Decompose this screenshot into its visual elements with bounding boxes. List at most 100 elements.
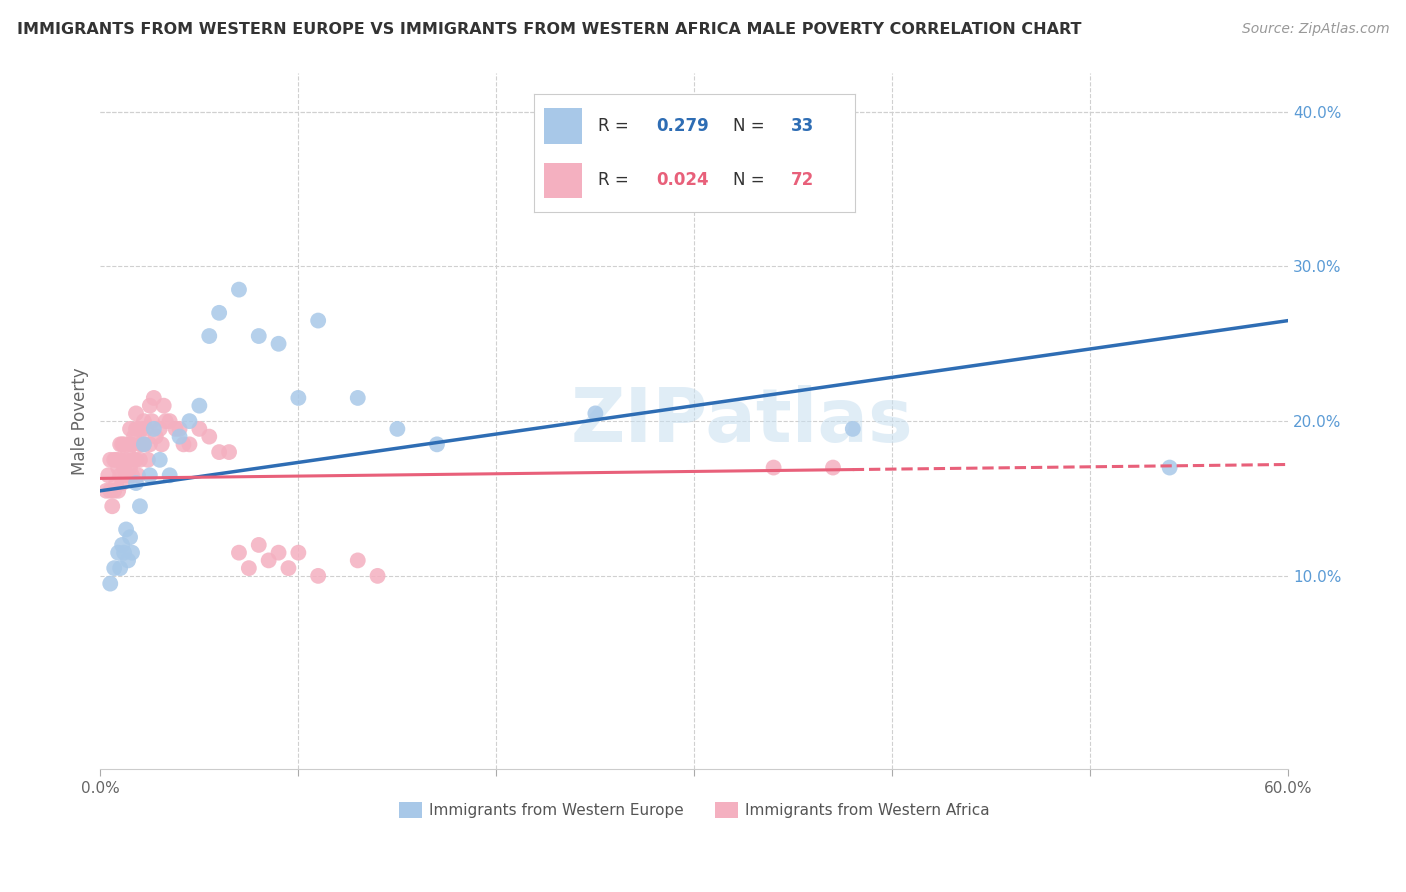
- Point: [98, 576, 121, 591]
- Point: [169, 422, 191, 436]
- Point: [173, 437, 195, 451]
- Point: [108, 453, 131, 467]
- Point: [121, 468, 143, 483]
- Point: [287, 546, 309, 560]
- Point: [129, 437, 152, 451]
- Point: [387, 422, 409, 436]
- Point: [842, 422, 865, 436]
- Point: [131, 437, 153, 451]
- Point: [107, 460, 129, 475]
- Point: [426, 437, 449, 451]
- Point: [135, 422, 157, 436]
- Point: [307, 569, 329, 583]
- Point: [118, 422, 141, 436]
- Point: [115, 468, 138, 483]
- Point: [107, 546, 129, 560]
- Point: [125, 476, 148, 491]
- Point: [228, 546, 250, 560]
- Point: [107, 483, 129, 498]
- Point: [103, 453, 125, 467]
- Point: [179, 414, 201, 428]
- Point: [179, 437, 201, 451]
- Point: [307, 313, 329, 327]
- Point: [136, 453, 159, 467]
- Point: [346, 391, 368, 405]
- Point: [118, 460, 141, 475]
- Point: [152, 399, 174, 413]
- Point: [155, 414, 177, 428]
- Point: [108, 468, 131, 483]
- Point: [142, 391, 165, 405]
- Point: [149, 453, 172, 467]
- Point: [96, 483, 118, 498]
- Point: [139, 399, 162, 413]
- Text: ZIPatlas: ZIPatlas: [571, 384, 914, 458]
- Point: [111, 476, 134, 491]
- Point: [112, 546, 135, 560]
- Point: [112, 460, 135, 475]
- Point: [238, 561, 260, 575]
- Point: [821, 460, 844, 475]
- Point: [112, 437, 135, 451]
- Point: [142, 422, 165, 436]
- Point: [115, 523, 138, 537]
- Point: [287, 391, 309, 405]
- Point: [125, 406, 148, 420]
- Point: [108, 561, 131, 575]
- Point: [108, 437, 131, 451]
- Point: [122, 453, 145, 467]
- Point: [139, 468, 162, 483]
- Point: [267, 336, 290, 351]
- Point: [247, 538, 270, 552]
- Point: [218, 445, 240, 459]
- Point: [346, 553, 368, 567]
- Point: [267, 546, 290, 560]
- Point: [117, 468, 139, 483]
- Point: [98, 483, 121, 498]
- Y-axis label: Male Poverty: Male Poverty: [72, 368, 89, 475]
- Point: [125, 453, 148, 467]
- Point: [131, 422, 153, 436]
- Point: [762, 460, 785, 475]
- Point: [367, 569, 389, 583]
- Point: [132, 437, 155, 451]
- Point: [228, 283, 250, 297]
- Point: [98, 453, 121, 467]
- Point: [111, 437, 134, 451]
- Point: [129, 500, 152, 514]
- Point: [139, 437, 162, 451]
- Point: [188, 399, 211, 413]
- Point: [277, 561, 299, 575]
- Point: [132, 437, 155, 451]
- Point: [169, 429, 191, 443]
- Point: [583, 406, 606, 420]
- Point: [198, 429, 221, 443]
- Point: [165, 422, 187, 436]
- Point: [150, 437, 173, 451]
- Point: [145, 429, 167, 443]
- Point: [105, 453, 128, 467]
- Point: [121, 437, 143, 451]
- Point: [97, 468, 120, 483]
- Point: [117, 553, 139, 567]
- Point: [125, 422, 148, 436]
- Point: [208, 445, 231, 459]
- Point: [1159, 460, 1181, 475]
- Point: [127, 422, 149, 436]
- Point: [129, 453, 152, 467]
- Point: [111, 538, 134, 552]
- Point: [159, 468, 181, 483]
- Point: [159, 414, 181, 428]
- Point: [257, 553, 280, 567]
- Point: [121, 546, 143, 560]
- Point: [118, 530, 141, 544]
- Point: [149, 422, 172, 436]
- Point: [122, 429, 145, 443]
- Legend: Immigrants from Western Europe, Immigrants from Western Africa: Immigrants from Western Europe, Immigran…: [392, 797, 995, 824]
- Point: [198, 329, 221, 343]
- Point: [247, 329, 270, 343]
- Text: Source: ZipAtlas.com: Source: ZipAtlas.com: [1241, 22, 1389, 37]
- Point: [103, 561, 125, 575]
- Point: [141, 414, 163, 428]
- Point: [118, 437, 141, 451]
